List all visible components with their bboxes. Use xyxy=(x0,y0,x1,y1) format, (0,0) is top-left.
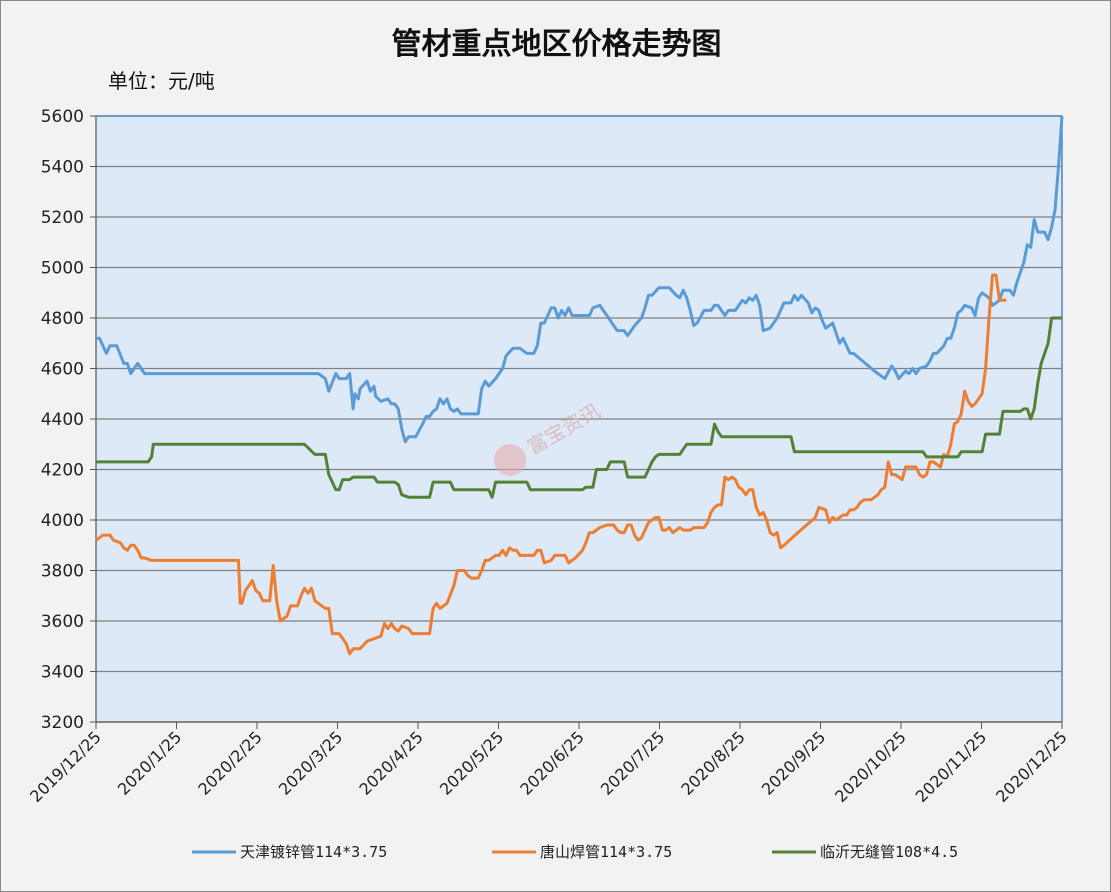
x-tick-label: 2020/6/25 xyxy=(516,727,587,798)
y-tick-label: 5000 xyxy=(41,259,84,279)
legend: 天津镀锌管114*3.75 唐山焊管114*3.75 临沂无缝管108*4.5 xyxy=(192,843,958,861)
x-tick-label: 2020/4/25 xyxy=(355,727,426,798)
y-tick-label: 3600 xyxy=(41,612,84,632)
x-tick-label: 2020/3/25 xyxy=(275,727,346,798)
y-tick-label: 4000 xyxy=(41,511,84,531)
y-tick-label: 5600 xyxy=(41,107,84,127)
y-tick-label: 3200 xyxy=(41,713,84,733)
unit-label: 单位：元/吨 xyxy=(108,69,215,93)
x-axis-ticks: 2019/12/25 2020/1/25 2020/2/25 2020/3/25 202… xyxy=(26,722,1071,806)
x-tick-label: 2020/7/25 xyxy=(597,727,668,798)
x-tick-label: 2020/1/25 xyxy=(114,727,185,798)
x-tick-label: 2020/9/25 xyxy=(758,727,829,798)
legend-label: 临沂无缝管108*4.5 xyxy=(820,843,958,861)
legend-label: 唐山焊管114*3.75 xyxy=(540,843,672,861)
x-tick-label: 2020/11/25 xyxy=(912,727,991,806)
legend-label: 天津镀锌管114*3.75 xyxy=(240,843,387,861)
y-tick-label: 4200 xyxy=(41,461,84,481)
series-line-1 xyxy=(96,115,1064,444)
x-tick-label: 2020/5/25 xyxy=(436,727,507,798)
x-tick-label: 2020/8/25 xyxy=(677,727,748,798)
y-tick-label: 4400 xyxy=(41,410,84,430)
series-lines xyxy=(95,115,1064,656)
y-tick-label: 4800 xyxy=(41,309,84,329)
y-tick-label: 4600 xyxy=(41,360,84,380)
y-tick-label: 3400 xyxy=(41,663,84,683)
x-tick-label: 2020/10/25 xyxy=(831,727,910,806)
x-tick-label: 2020/12/25 xyxy=(992,727,1071,806)
x-tick-label: 2020/2/25 xyxy=(194,727,265,798)
y-tick-label: 3800 xyxy=(41,562,84,582)
series-line-3 xyxy=(96,316,1062,499)
watermark-logo-icon xyxy=(494,444,526,476)
x-tick-label: 2019/12/25 xyxy=(26,727,105,806)
y-axis-ticks: 3200 3400 3600 3800 4000 4200 4400 4600 4800 5000… xyxy=(41,107,96,733)
y-tick-label: 5400 xyxy=(41,158,84,178)
chart-title: 管材重点地区价格走势图 xyxy=(391,27,722,62)
y-tick-label: 5200 xyxy=(41,208,84,228)
series-line-2 xyxy=(95,273,1007,656)
